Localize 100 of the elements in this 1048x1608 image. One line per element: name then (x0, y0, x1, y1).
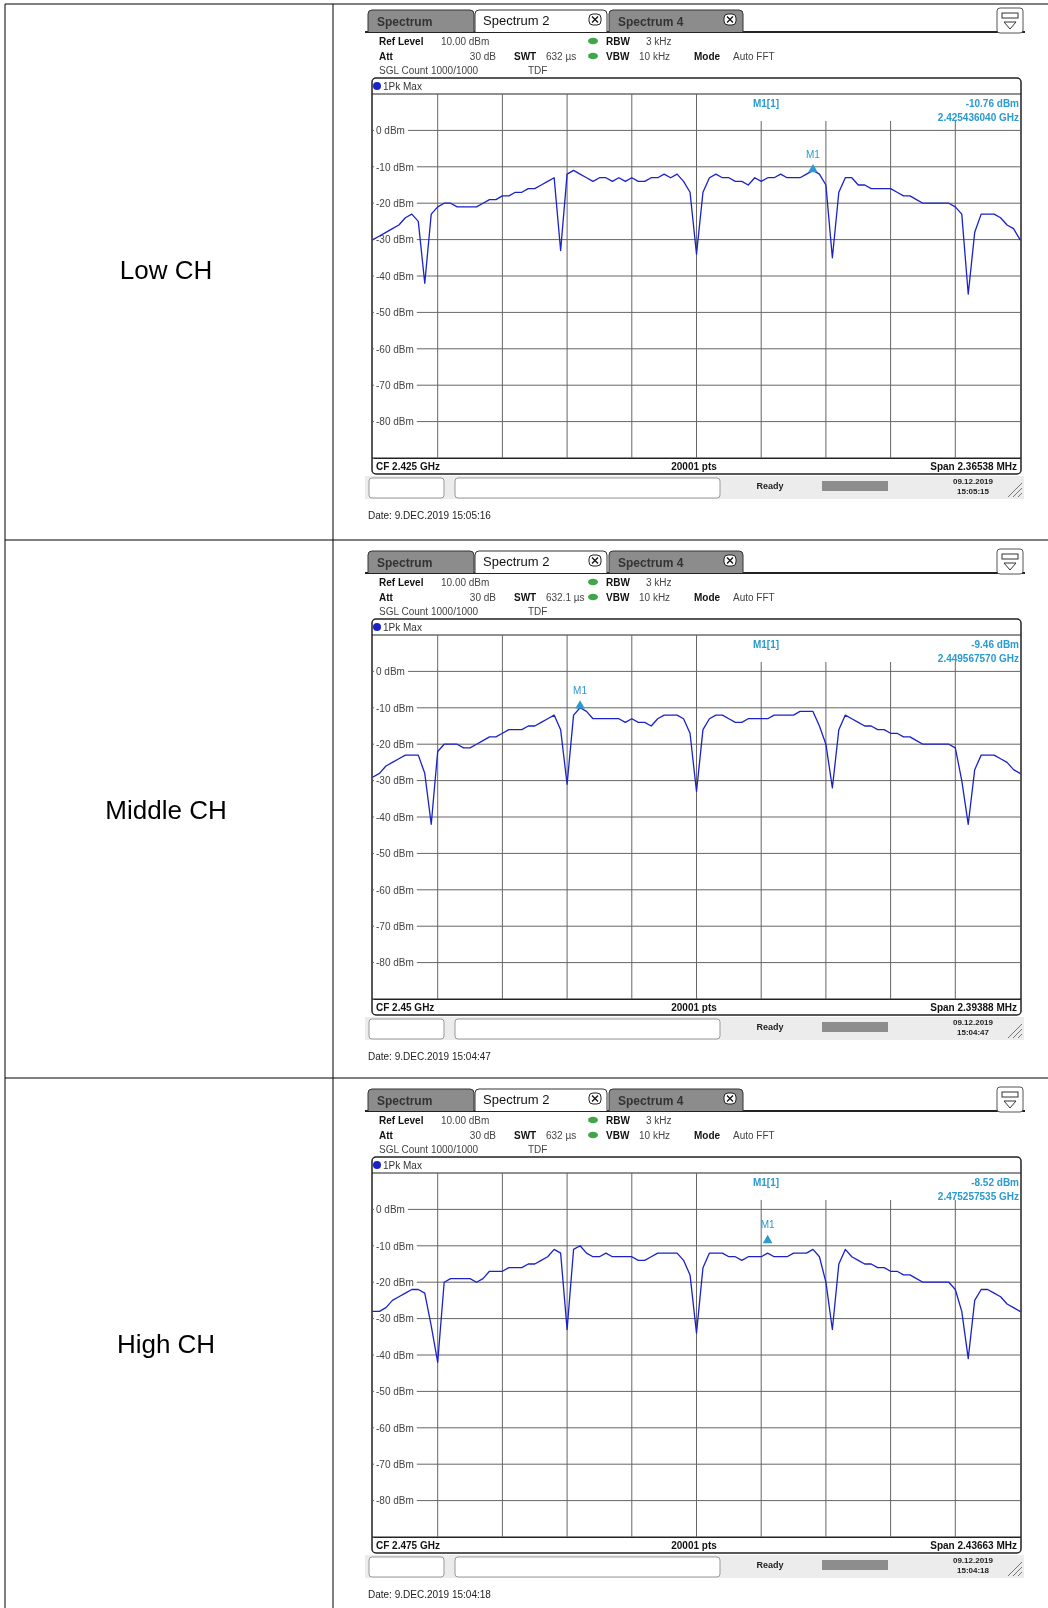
text: VBW (606, 592, 630, 603)
text: 15:05:15 (956, 487, 990, 496)
legend-label: 1Pk Max (383, 622, 422, 633)
text: 632 µs (546, 1130, 577, 1141)
text: CF 2.475 GHz (376, 1540, 440, 1551)
text: Span 2.39388 MHz (930, 1002, 1017, 1013)
y-tick-label: -20 dBm (376, 738, 414, 750)
text: SWT (514, 51, 537, 62)
y-tick-label: 0 dBm (376, 1204, 405, 1216)
y-tick-label: -80 dBm (376, 957, 414, 969)
text: Auto FFT (733, 51, 775, 62)
text: Att (379, 592, 394, 603)
text: Span 2.36538 MHz (930, 461, 1017, 472)
y-tick-label: -30 dBm (376, 1313, 414, 1325)
text: Date: 9.DEC.2019 15:04:18 (368, 1589, 492, 1600)
annotation: -9.46 dBm (971, 639, 1020, 650)
text: 10 kHz (639, 1130, 671, 1141)
text: Mode (694, 1130, 721, 1141)
series-label: M1 (573, 684, 588, 696)
y-tick-label: -50 dBm (376, 848, 414, 860)
legend-label: 1Pk Max (383, 81, 422, 92)
text: Mode (694, 592, 721, 603)
text: CF 2.45 GHz (376, 1002, 435, 1013)
text: TDF (528, 606, 548, 617)
text: Att (379, 1130, 394, 1141)
text: 632 µs (546, 51, 577, 62)
text: RBW (606, 1115, 631, 1126)
text: 09.12.2019 (952, 477, 994, 486)
text: Spectrum 2 (483, 13, 550, 28)
text: 10.00 dBm (441, 36, 490, 47)
text: Spectrum 4 (618, 15, 684, 29)
text: VBW (606, 1130, 630, 1141)
series-label: M1 (806, 148, 821, 160)
y-tick-label: -70 dBm (376, 920, 414, 932)
y-tick-label: 0 dBm (376, 666, 405, 678)
annotation: -10.76 dBm (965, 98, 1020, 109)
y-tick-label: -30 dBm (376, 234, 414, 246)
y-tick-label: -70 dBm (376, 1458, 414, 1470)
text: Date: 9.DEC.2019 15:04:47 (368, 1051, 492, 1062)
text: 30 dB (469, 51, 497, 62)
text: RBW (606, 577, 631, 588)
text: Spectrum 2 (483, 1092, 550, 1107)
y-axis-title: Middle CH (105, 795, 227, 825)
text: SGL Count 1000/1000 (379, 1144, 479, 1155)
text: 632.1 µs (546, 592, 585, 603)
text: Spectrum (377, 15, 433, 29)
text: 15:04:47 (956, 1028, 990, 1037)
text: 20001 pts (671, 461, 718, 472)
text: 3 kHz (646, 1115, 672, 1126)
y-axis-title: Low CH (119, 255, 213, 285)
text: 15:04:18 (956, 1566, 990, 1575)
text: TDF (528, 65, 548, 76)
text: 30 dB (469, 592, 497, 603)
annotation: M1[1] (752, 639, 780, 650)
annotation: 2.449567570 GHz (937, 653, 1019, 664)
text: SGL Count 1000/1000 (379, 65, 479, 76)
text: Spectrum 2 (483, 554, 550, 569)
text: 3 kHz (646, 577, 672, 588)
text: 10.00 dBm (441, 577, 490, 588)
annotation: M1[1] (752, 98, 780, 109)
text: SGL Count 1000/1000 (379, 606, 479, 617)
text: Auto FFT (733, 1130, 775, 1141)
text: 3 kHz (646, 36, 672, 47)
y-tick-label: -60 dBm (376, 884, 414, 896)
y-tick-label: -40 dBm (376, 811, 414, 823)
text: 20001 pts (671, 1002, 718, 1013)
y-tick-label: -10 dBm (376, 161, 414, 173)
y-tick-label: -60 dBm (376, 1422, 414, 1434)
y-tick-label: -50 dBm (376, 1386, 414, 1398)
text: Att (379, 51, 394, 62)
text: Ready (756, 1022, 784, 1032)
y-tick-label: -80 dBm (376, 416, 414, 428)
text: 10 kHz (639, 592, 671, 603)
y-tick-label: -50 dBm (376, 307, 414, 319)
y-tick-label: -40 dBm (376, 1349, 414, 1361)
text: Ref Level (379, 1115, 424, 1126)
text: 20001 pts (671, 1540, 718, 1551)
y-tick-label: -20 dBm (376, 197, 414, 209)
text: Ref Level (379, 36, 424, 47)
text: SWT (514, 592, 537, 603)
legend-label: 1Pk Max (383, 1160, 422, 1171)
annotation: 2.425436040 GHz (937, 112, 1019, 123)
text: 30 dB (469, 1130, 497, 1141)
text: Spectrum (377, 1094, 433, 1108)
text: Ref Level (379, 577, 424, 588)
text: Auto FFT (733, 592, 775, 603)
y-axis-title: High CH (116, 1329, 216, 1359)
y-tick-label: -40 dBm (376, 270, 414, 282)
text: Ready (756, 481, 784, 491)
y-tick-label: 0 dBm (376, 125, 405, 137)
text: Span 2.43663 MHz (930, 1540, 1017, 1551)
series-label: M1 (760, 1219, 776, 1231)
text: RBW (606, 36, 631, 47)
y-tick-label: -30 dBm (376, 775, 414, 787)
text: 09.12.2019 (952, 1556, 994, 1565)
y-tick-label: -10 dBm (376, 1240, 414, 1252)
text: CF 2.425 GHz (376, 461, 440, 472)
annotation: M1[1] (752, 1177, 780, 1188)
text: 10.00 dBm (441, 1115, 490, 1126)
text: VBW (606, 51, 630, 62)
